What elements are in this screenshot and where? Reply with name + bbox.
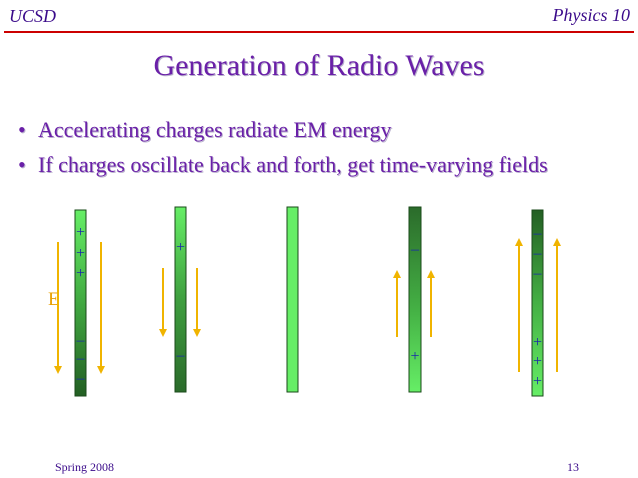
plus-charge: + [533,373,542,390]
field-label: E [48,289,60,310]
header-rule [4,31,634,33]
plus-charge: + [410,348,419,365]
antenna-rod-3 [286,206,299,393]
page-number: 13 [567,460,579,474]
bullet-item: • Accelerating charges radiate EM energy [18,112,548,147]
bullet-dot-icon: • [18,152,26,177]
minus-charge: – [76,350,86,367]
plus-charge: + [76,224,85,241]
bullet-text: If charges oscillate back and forth, get… [38,152,548,177]
bullet-dot-icon: • [18,117,26,142]
footer-date: Spring 2008 [55,460,115,474]
header-institution: UCSD [9,6,57,26]
minus-charge: – [533,225,543,242]
minus-charge: – [533,245,543,262]
header-course: Physics 10 [552,5,630,25]
minus-charge: – [533,265,543,282]
plus-charge: + [176,239,185,256]
antenna-rod-1: + + + – – – [74,209,87,397]
plus-charge: + [76,265,85,282]
slide-title: Generation of Radio Waves [153,49,485,82]
minus-charge: – [176,347,186,364]
antenna-rod-4: – + [408,206,422,393]
plus-charge: + [76,245,85,262]
bullet-text: Accelerating charges radiate EM energy [38,117,392,142]
minus-charge: – [410,241,420,258]
bullet-list: • Accelerating charges radiate EM energy … [18,112,548,182]
antenna-rod-5: – – – + + + [531,209,544,397]
bullet-item: • If charges oscillate back and forth, ge… [18,147,548,182]
minus-charge: – [76,332,86,349]
minus-charge: – [76,370,86,387]
antenna-rod-2: + – [174,206,187,393]
plus-charge: + [533,334,542,351]
plus-charge: + [533,353,542,370]
